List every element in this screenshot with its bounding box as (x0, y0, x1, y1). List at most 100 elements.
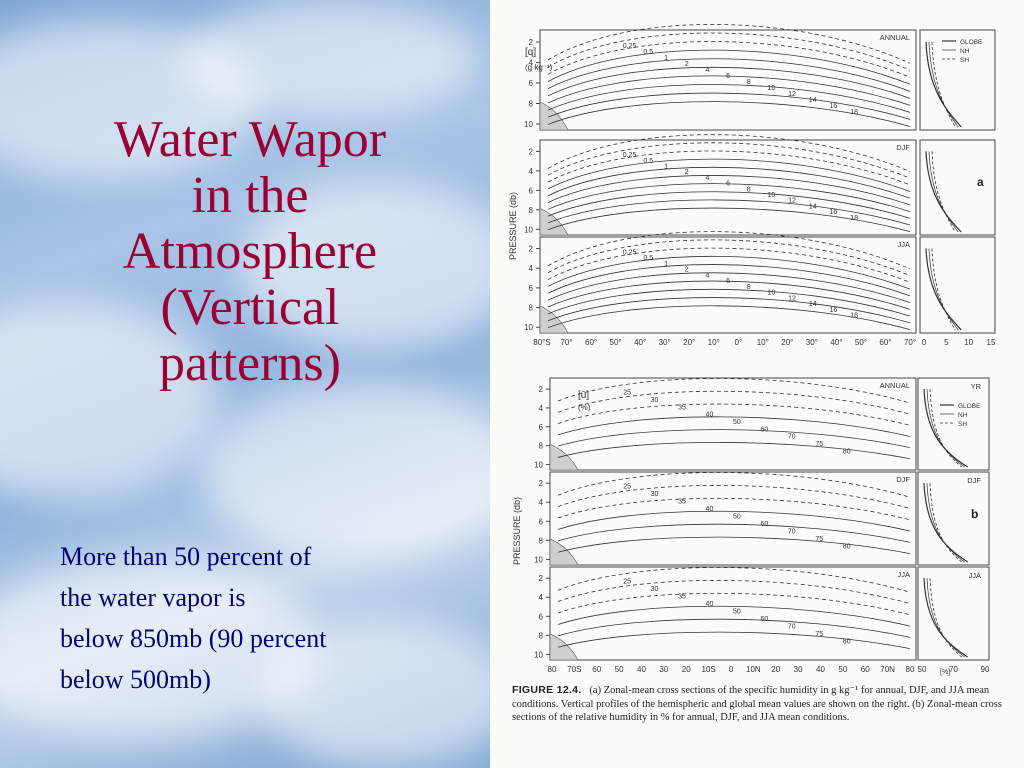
title-line: (Vertical (160, 279, 340, 336)
profile-curve (923, 578, 969, 658)
y-tick-label: 6 (529, 284, 534, 293)
y-tick-label: 10 (534, 555, 543, 564)
contour-label: 30 (651, 397, 659, 404)
contour-line (547, 264, 911, 297)
contour-label: 75 (815, 536, 823, 543)
contour-line (547, 288, 911, 317)
figure-b: [ū] (%) PRESSURE (db) b [%] 2 4 6 8 10 ANNUAL… (512, 377, 990, 676)
panel-name: ANNUAL (880, 381, 910, 390)
contour-line (557, 592, 911, 616)
contour-label: 16 (830, 103, 838, 110)
contour-line (557, 567, 911, 593)
x-tick-label: 60° (585, 338, 597, 347)
profile-unit-b: [%] (940, 669, 950, 676)
contour-label: 50 (733, 514, 741, 521)
x-tick-label: 40° (634, 338, 646, 347)
contour-label: 2 (685, 61, 689, 68)
cross-section-panel (549, 566, 917, 661)
x-tick-label: 30 (659, 665, 668, 674)
contour-label: 60 (760, 426, 768, 433)
profile-panel (919, 139, 996, 236)
contour-label: 35 (678, 594, 686, 601)
contour-label: 10 (767, 192, 775, 199)
body-line: More than 50 percent of (60, 542, 312, 571)
x-tick-label: 40° (830, 338, 842, 347)
y-tick-label: 6 (529, 186, 534, 195)
contour-line (557, 403, 911, 426)
contour-line (547, 150, 911, 186)
x-tick-label: 50° (855, 338, 867, 347)
x-tick-label: 30 (794, 665, 803, 674)
contour-line (557, 497, 911, 521)
contour-label: 0.25 (623, 249, 637, 256)
y-tick-label: 8 (539, 442, 544, 451)
contour-label: 6 (726, 181, 730, 188)
profile-curve (931, 41, 956, 128)
body-line: the water vapor is (60, 583, 246, 612)
x-tick-label: 0 (729, 665, 734, 674)
contour-label: 8 (747, 186, 751, 193)
y-tick-label: 10 (524, 225, 533, 234)
profile-curve (931, 248, 956, 331)
x-tick-label: 20 (771, 665, 780, 674)
contour-label: 8 (747, 284, 751, 291)
title-line: patterns) (159, 335, 341, 392)
contour-label: 6 (726, 278, 730, 285)
contour-label: 50 (733, 419, 741, 426)
y-axis-label-a: PRESSURE (db) (508, 192, 518, 260)
unit-label-a: [q] (525, 47, 536, 58)
title-line: Water Wapor (113, 111, 387, 168)
contour-line (557, 472, 911, 498)
contour-label: 4 (705, 175, 709, 182)
caption-text: (a) Zonal-mean cross sections of the spe… (512, 685, 1002, 723)
contour-label: 70 (788, 434, 796, 441)
contour-label: 18 (850, 215, 858, 222)
y-tick-label: 6 (539, 612, 544, 621)
y-tick-label: 10 (534, 460, 543, 469)
contour-line (547, 58, 911, 92)
contour-label: 80 (843, 448, 851, 455)
y-tick-label: 2 (539, 385, 544, 394)
x-tick-label: 70S (567, 665, 581, 674)
unit-sub-b: (%) (578, 403, 591, 412)
profile-curve (929, 389, 962, 468)
profile-curve (925, 151, 962, 233)
profile-panel (919, 236, 996, 334)
contour-label: 80 (843, 638, 851, 645)
profile-tick-label: 15 (987, 338, 996, 347)
profile-curve (928, 248, 959, 331)
profile-tick-label: 70 (949, 665, 958, 674)
profile-tick-label: 10 (964, 338, 973, 347)
contour-line (547, 297, 911, 324)
contour-label: 10 (767, 85, 775, 92)
profile-curve (923, 483, 969, 563)
legend-label: GLOBE (960, 39, 983, 46)
cross-section-panel (539, 139, 917, 236)
x-tick-label: 10S (702, 665, 716, 674)
contour-line (547, 239, 911, 276)
x-tick-label: 20 (682, 665, 691, 674)
contour-line (547, 175, 911, 206)
contour-label: 25 (623, 579, 631, 586)
y-tick-label: 6 (539, 517, 544, 526)
y-tick-label: 10 (524, 120, 533, 129)
x-tick-label: 0° (734, 338, 742, 347)
contour-label: 18 (850, 313, 858, 320)
profile-panel (917, 377, 990, 471)
profile-curve (925, 41, 962, 128)
x-tick-label: 60° (879, 338, 891, 347)
contour-label: 50 (733, 609, 741, 616)
contour-label: 75 (815, 441, 823, 448)
legend-label: NH (960, 48, 970, 55)
y-tick-label: 4 (529, 59, 534, 68)
contour-line (557, 605, 911, 627)
contour-label: 80 (843, 543, 851, 550)
profile-curve (923, 389, 969, 468)
x-tick-label: 10N (746, 665, 761, 674)
contour-label: 16 (830, 209, 838, 216)
contour-line (557, 510, 911, 532)
y-tick-label: 6 (529, 79, 534, 88)
contour-line (547, 101, 911, 127)
legend-label: GLOBE (958, 403, 981, 410)
terrain-hatch (539, 101, 569, 131)
